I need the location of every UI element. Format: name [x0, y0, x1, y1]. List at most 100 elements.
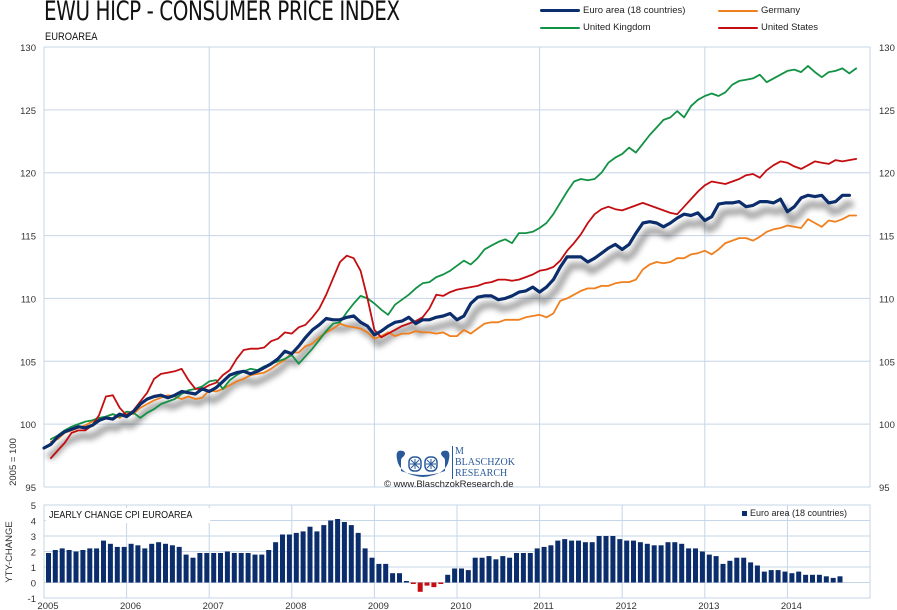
viking-ship-icon [396, 450, 450, 477]
bottom-chart-bars [46, 519, 843, 592]
bar [541, 546, 547, 583]
bottom-y-tick-label: 5 [31, 501, 36, 512]
y-tick-label-right: 125 [879, 106, 895, 117]
legend-item-united-states[interactable]: United States [718, 22, 818, 33]
y-tick-label-left: 125 [20, 106, 36, 117]
bar [211, 553, 217, 583]
bar [355, 532, 361, 583]
bottom-legend-swatch [742, 511, 747, 516]
bar [837, 576, 843, 583]
bar [796, 571, 802, 583]
y-tick-label-left: 115 [21, 232, 36, 243]
legend-item-united-kingdom[interactable]: United Kingdom [540, 22, 651, 33]
legend-swatch [718, 9, 758, 12]
bar [562, 539, 568, 583]
bar [369, 557, 375, 583]
y-tick-label-right: 105 [879, 357, 895, 368]
bar [383, 563, 389, 583]
legend-item-euro-area[interactable]: Euro area (18 countries) [540, 5, 685, 16]
series-line-united-kingdom [50, 65, 858, 441]
bar [390, 573, 396, 583]
bottom-y-tick-label: 1 [31, 563, 36, 574]
bar [46, 553, 51, 583]
y-tick-label-left: 130 [20, 43, 36, 54]
x-tick-label: 2006 [120, 601, 141, 610]
bar [107, 543, 113, 583]
bar [816, 574, 822, 583]
bar [465, 570, 471, 583]
watermark-initial: M [455, 446, 464, 457]
bar [582, 542, 588, 583]
bar [121, 546, 127, 583]
bar [727, 560, 733, 583]
y-tick-label-right: 130 [879, 43, 895, 54]
bar [459, 568, 464, 583]
bar [252, 554, 258, 583]
legend-label: United States [761, 22, 819, 33]
y-tick-label-left: 110 [21, 294, 36, 305]
bar [397, 573, 402, 583]
bar [59, 548, 65, 583]
bar [224, 551, 230, 583]
bar [651, 545, 657, 583]
series-line-euro-area-18-countries [42, 193, 851, 450]
bar [231, 553, 237, 583]
bar [486, 556, 492, 583]
bar [548, 545, 554, 583]
legend-label: United Kingdom [583, 22, 651, 33]
bar [637, 542, 643, 583]
bar [314, 531, 320, 583]
bar [693, 548, 698, 583]
bar [720, 563, 726, 583]
bar [218, 553, 223, 583]
watermark-logo [393, 445, 533, 491]
legend-label: Euro area (18 countries) [583, 5, 686, 16]
y-tick-label-left: 120 [20, 169, 36, 180]
bottom-title-bg [46, 508, 210, 523]
bar [520, 553, 526, 583]
bar [596, 536, 602, 583]
bar [424, 582, 430, 586]
bar [658, 545, 664, 583]
y-tick-label-right: 100 [879, 420, 895, 431]
bottom-legend-label[interactable]: Euro area (18 countries) [750, 508, 847, 518]
bar [644, 543, 650, 583]
bar [672, 542, 678, 583]
bar [631, 540, 636, 583]
bar [321, 525, 327, 583]
bar [603, 536, 609, 583]
series-line-germany [50, 214, 858, 443]
legend-item-germany[interactable]: Germany [718, 5, 800, 16]
bar [438, 582, 444, 584]
legend: Euro area (18 countries) Germany United … [540, 5, 870, 35]
bar [273, 542, 279, 583]
y-tick-label-right: 95 [879, 483, 890, 494]
bar [280, 534, 285, 583]
bottom-y-tick-label: 3 [31, 532, 36, 543]
y-tick-label-left: 100 [20, 420, 36, 431]
watermark-copyright[interactable]: © www.BlaschzokResearch.de [384, 479, 514, 490]
bar [266, 550, 272, 583]
y-tick-label-left: 105 [20, 357, 36, 368]
bar [169, 545, 175, 583]
bottom-y-tick-label: 0 [31, 579, 36, 590]
x-tick-label: 2010 [450, 601, 471, 610]
bar [589, 542, 595, 583]
bar [479, 557, 485, 583]
bar [101, 540, 106, 583]
bar [259, 554, 265, 583]
bar [80, 550, 86, 583]
bar [782, 571, 788, 583]
x-tick-label: 2014 [781, 601, 802, 610]
bar [445, 574, 451, 583]
bar [142, 548, 148, 583]
bar [286, 534, 292, 583]
x-tick-label: 2012 [616, 601, 637, 610]
y-tick-label-right: 120 [879, 169, 895, 180]
bar [734, 557, 740, 583]
bar [238, 553, 244, 583]
bottom-y-tick-label: 2 [31, 548, 36, 559]
bar [156, 542, 162, 583]
bar [493, 559, 499, 583]
